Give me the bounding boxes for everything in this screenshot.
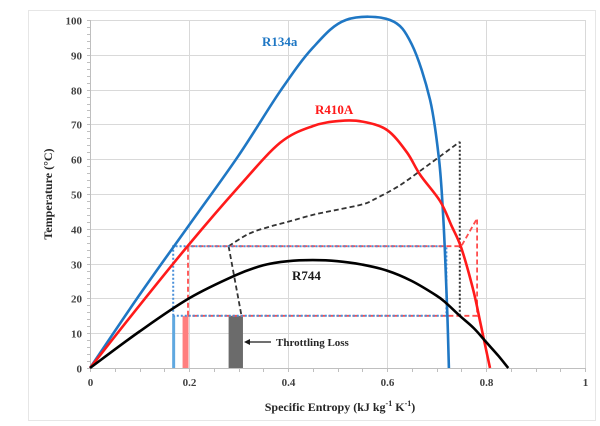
- series-r410a: [88, 119, 492, 369]
- x-axis-title: Specific Entropy (kJ kg-1 K-1): [265, 399, 415, 414]
- x-axis-title-sup1: -1: [386, 399, 393, 408]
- series-lines: [88, 15, 510, 370]
- y-tick-label: 40: [71, 225, 83, 237]
- throttling-bar-r134a: [172, 315, 176, 368]
- series-r744: [89, 258, 510, 370]
- y-tick-label: 50: [71, 190, 83, 202]
- y-tick-label: 70: [71, 120, 83, 132]
- x-tick-label: 0.4: [282, 377, 296, 389]
- arrow-head-icon: [244, 339, 250, 345]
- y-tick-label: 10: [71, 329, 83, 341]
- x-tick-label: 0: [88, 377, 94, 389]
- x-axis-title-mid: K: [392, 400, 405, 414]
- y-tick-label: 0: [77, 364, 83, 376]
- x-tick-label: 0.2: [183, 377, 197, 389]
- y-tick-label: 80: [71, 86, 83, 98]
- x-axis-title-sup2: -1: [405, 399, 412, 408]
- y-tick-label: 30: [71, 260, 83, 272]
- axes: [87, 20, 586, 372]
- y-tick-label: 90: [71, 51, 83, 63]
- throttling-bar-r744: [228, 315, 243, 368]
- y-tick-label: 20: [71, 294, 83, 306]
- throttling-bars: [172, 315, 243, 368]
- series-r744-cycle-compression: [228, 141, 461, 247]
- y-axis-title: Temperature (°C): [41, 148, 55, 239]
- x-axis-title-main: Specific Entropy (kJ kg: [265, 400, 386, 414]
- series-r744-cycle-expansion: [227, 246, 243, 316]
- tick-labels: 0 10 20 30 40 50 60 70 80 90 100 0 0.2 0.4 0.6 0.8 1: [66, 16, 589, 390]
- label-r134a: R134a: [262, 34, 298, 49]
- label-r410a: R410A: [315, 102, 354, 117]
- label-r744: R744: [292, 268, 321, 283]
- x-tick-label: 0.8: [480, 377, 494, 389]
- y-tick-label: 100: [66, 16, 83, 28]
- annotation-throttling-loss: Throttling Loss: [276, 337, 350, 349]
- x-axis-title-end: ): [411, 400, 415, 414]
- series-r134a: [88, 15, 451, 369]
- x-tick-label: 0.6: [381, 377, 395, 389]
- y-tick-label: 60: [71, 155, 83, 167]
- throttling-annotation: Throttling Loss: [244, 337, 350, 349]
- throttling-bar-r410a: [182, 315, 189, 368]
- x-tick-label: 1: [583, 377, 589, 389]
